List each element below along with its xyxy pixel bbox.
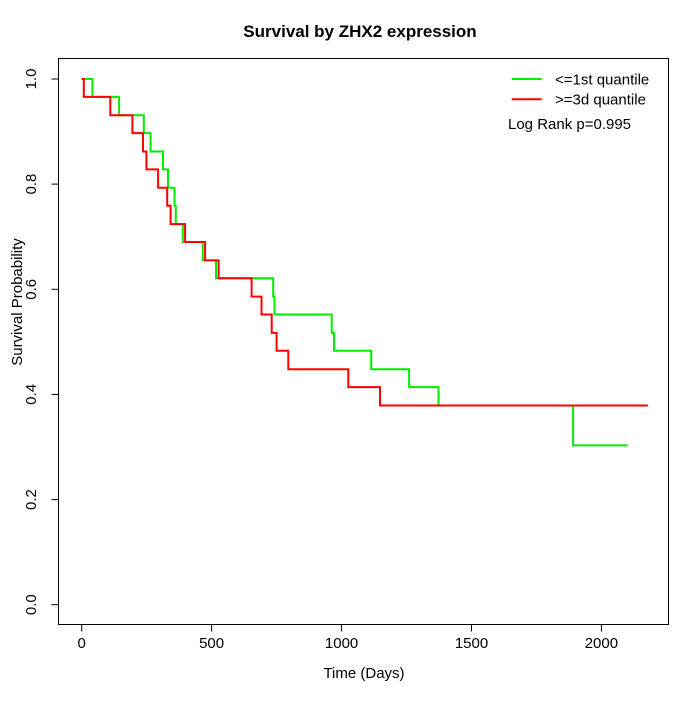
y-axis-ticks: 0.0 0.2 0.4 0.6 0.8 1.0 — [23, 69, 59, 615]
y-tick-label: 0.2 — [23, 489, 40, 510]
km-curve-low-expression — [81, 78, 628, 447]
log-rank-p-value: Log Rank p=0.995 — [508, 116, 631, 133]
km-curve-high-expression — [81, 78, 648, 407]
y-axis-label: Survival Probability — [9, 238, 26, 366]
x-axis-ticks: 0 500 1000 1500 2000 — [78, 624, 618, 652]
x-tick-label: 2000 — [585, 635, 618, 652]
y-tick-label: 0.0 — [23, 594, 40, 615]
y-tick-label: 1.0 — [23, 69, 40, 90]
y-tick-label: 0.6 — [23, 279, 40, 300]
y-tick-label: 0.4 — [23, 384, 40, 405]
x-tick-label: 500 — [199, 635, 224, 652]
plot-box — [58, 58, 669, 625]
legend-label-low-expression: <=1st quantile — [555, 72, 649, 89]
x-tick-label: 1000 — [325, 635, 358, 652]
plot-title: Survival by ZHX2 expression — [243, 22, 476, 41]
km-curves — [81, 78, 648, 447]
x-tick-label: 1500 — [455, 635, 488, 652]
x-axis-label: Time (Days) — [323, 665, 404, 682]
legend-label-high-expression: >=3d quantile — [555, 92, 646, 109]
legend: <=1st quantile >=3d quantile Log Rank p=… — [508, 72, 649, 134]
x-tick-label: 0 — [78, 635, 86, 652]
y-tick-label: 0.8 — [23, 174, 40, 195]
